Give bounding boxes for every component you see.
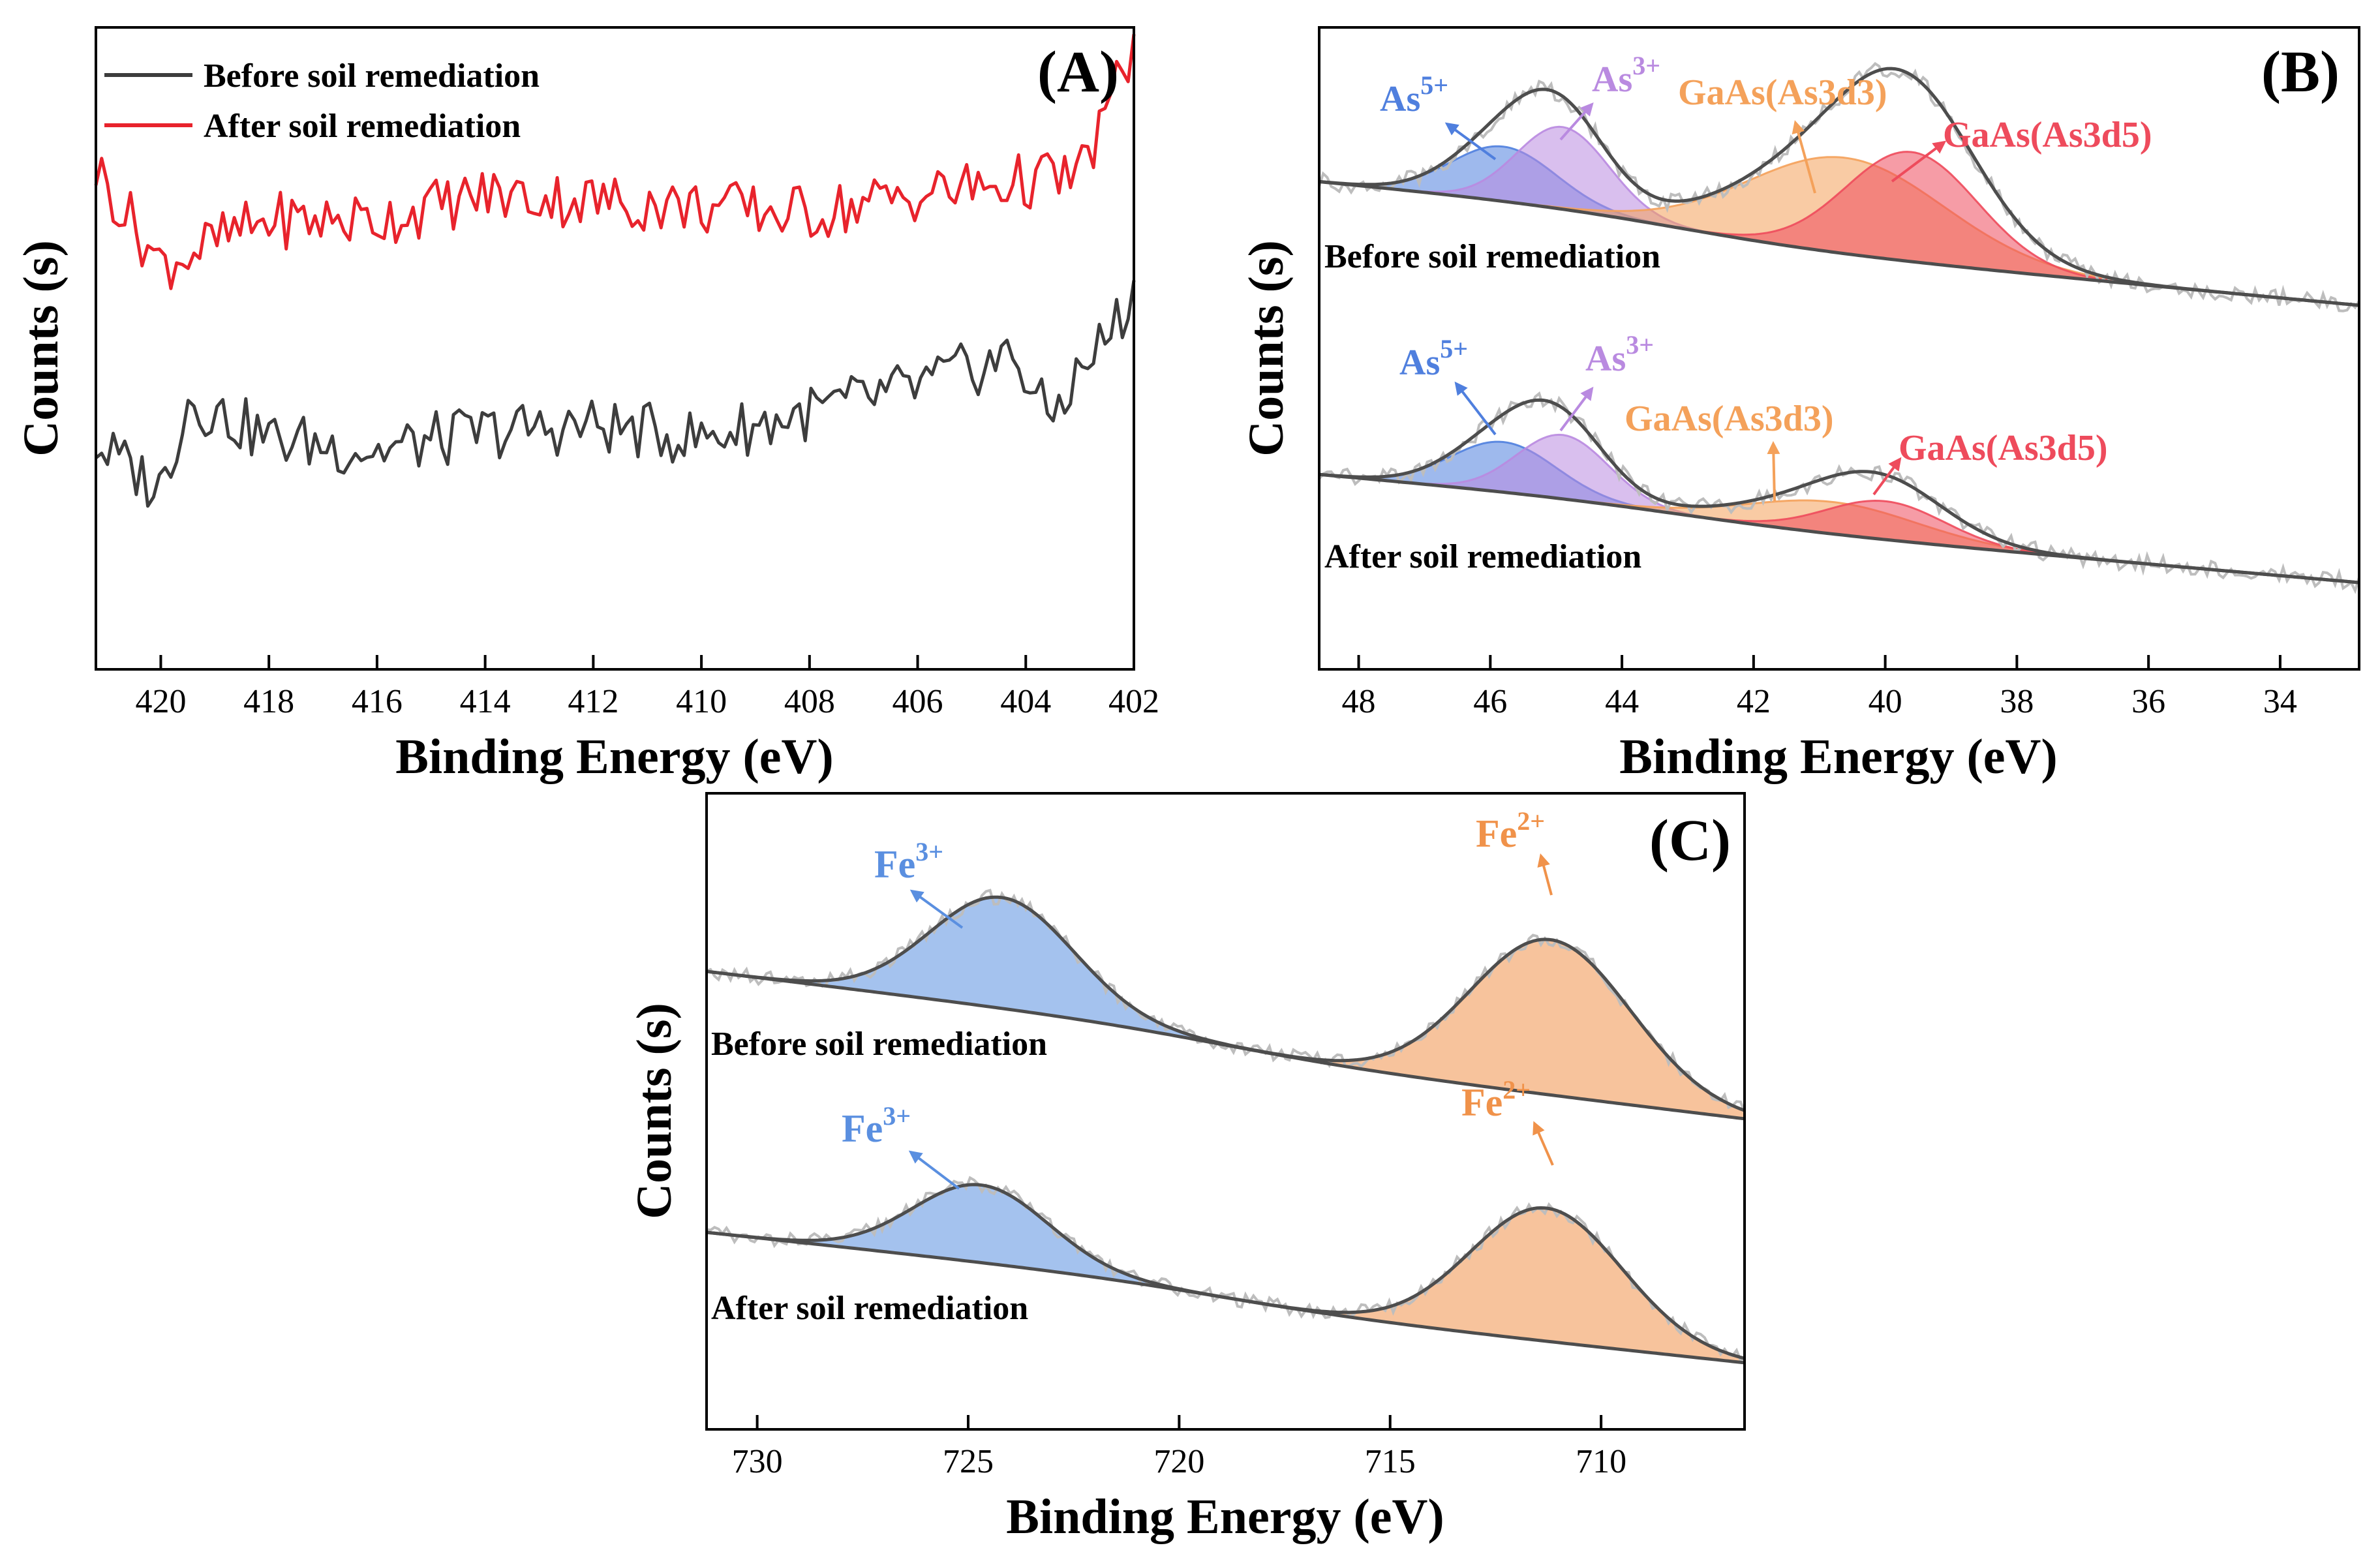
panel-b-frame bbox=[1318, 26, 2360, 671]
panel-a-x-ticks: 420 418 416 414 412 410 408 406 404 402 bbox=[135, 655, 1159, 720]
arrow-as3-before bbox=[1559, 102, 1594, 141]
arrow-as3-after bbox=[1559, 386, 1594, 432]
panel-b-sample-before: Before soil remediation bbox=[1324, 238, 1660, 275]
panel-c-label: (C) bbox=[1649, 808, 1731, 873]
panel-a-xlabel: Binding Energy (eV) bbox=[395, 729, 833, 784]
panel-b-x-ticks: 48 46 44 42 40 38 36 34 bbox=[1342, 655, 2297, 720]
panel-b-ylabel: Counts (s) bbox=[1239, 240, 1294, 457]
label-as5-after: As5+ bbox=[1399, 334, 1468, 383]
panel-c-sample-before: Before soil remediation bbox=[711, 1026, 1047, 1063]
panel-b-x-tick-label-4: 40 bbox=[1869, 683, 1902, 720]
panel-c-peak-labels: Fe3+ Fe2+ Fe3+ Fe2+ bbox=[842, 806, 1554, 1190]
label-as5-before: As5+ bbox=[1380, 70, 1448, 119]
panel-b-x-tick-label-2: 44 bbox=[1605, 683, 1639, 720]
panel-a-legend: Before soil remediation After soil remed… bbox=[104, 57, 540, 145]
panel-c-x-tick-label-4: 710 bbox=[1576, 1443, 1626, 1480]
panel-c: 730 725 720 715 710 (C) Binding Energy (eV) … bbox=[627, 792, 1746, 1544]
panel-a-x-tick-label-3: 414 bbox=[460, 683, 511, 720]
label-fe3-before: Fe3+ bbox=[874, 837, 943, 886]
label-fe3-after: Fe3+ bbox=[842, 1101, 911, 1150]
panel-a-plot-area bbox=[94, 34, 1136, 508]
panel-a-x-tick-label-4: 412 bbox=[568, 683, 618, 720]
panel-c-ylabel: Counts (s) bbox=[627, 1003, 682, 1219]
panel-c-s1-envelope bbox=[706, 1183, 1745, 1360]
arrow-fe2-before bbox=[1537, 853, 1553, 896]
arrow-fe2-after bbox=[1533, 1121, 1554, 1166]
arrow-fe3-after bbox=[908, 1150, 960, 1190]
panel-a: 420 418 416 414 412 410 408 406 404 402 (A) Bindi… bbox=[14, 26, 1159, 784]
arrow-as3d3-after bbox=[1767, 441, 1780, 502]
panel-a-x-tick-label-2: 416 bbox=[352, 683, 403, 720]
panel-a-x-tick-label-8: 404 bbox=[1000, 683, 1051, 720]
panel-c-x-tick-label-3: 715 bbox=[1365, 1443, 1416, 1480]
panel-c-x-tick-label-2: 720 bbox=[1153, 1443, 1204, 1480]
series-before-line bbox=[95, 280, 1136, 508]
panel-b-x-tick-label-7: 34 bbox=[2263, 683, 2297, 720]
label-as3d3-before: GaAs(As3d3) bbox=[1678, 72, 1887, 113]
panel-b-x-tick-label-0: 48 bbox=[1342, 683, 1376, 720]
arrow-as5-before bbox=[1444, 122, 1497, 160]
series-after-line bbox=[94, 34, 1136, 290]
arrow-as3d5-before bbox=[1891, 140, 1947, 183]
panel-b: 48 46 44 42 40 38 36 34 (B) Binding Energy (eV)… bbox=[1239, 26, 2360, 784]
arrow-as3d5-after bbox=[1872, 457, 1902, 496]
label-fe2-before: Fe2+ bbox=[1476, 806, 1545, 855]
arrow-as3d3-before bbox=[1792, 120, 1816, 194]
legend-label-before: Before soil remediation bbox=[204, 57, 540, 95]
panel-a-x-tick-label-7: 406 bbox=[892, 683, 943, 720]
panel-b-s0-raw bbox=[1318, 62, 2360, 312]
panel-c-x-tick-label-1: 725 bbox=[943, 1443, 994, 1480]
label-as3-before: As3+ bbox=[1592, 51, 1660, 100]
panel-b-plot-area bbox=[1318, 62, 2360, 594]
panel-c-x-ticks: 730 725 720 715 710 bbox=[732, 1415, 1626, 1480]
panel-a-x-tick-label-9: 402 bbox=[1108, 683, 1159, 720]
panel-c-xlabel: Binding Energy (eV) bbox=[1006, 1489, 1444, 1544]
panel-c-x-tick-label-0: 730 bbox=[732, 1443, 783, 1480]
panel-c-plot-area bbox=[705, 889, 1746, 1365]
panel-b-xlabel: Binding Energy (eV) bbox=[1619, 729, 2057, 784]
panel-b-s0-envelope bbox=[1319, 67, 2360, 307]
panel-c-sample-after: After soil remediation bbox=[711, 1290, 1028, 1327]
panel-a-frame bbox=[95, 26, 1135, 671]
panel-c-frame bbox=[705, 792, 1746, 1431]
panel-b-peak-labels-before: As5+ As3+ GaAs(As3d3) GaAs(As3d5) bbox=[1380, 51, 2152, 194]
label-as3d3-after: GaAs(As3d3) bbox=[1625, 399, 1833, 439]
panel-c-s0-envelope bbox=[706, 895, 1745, 1112]
panel-a-x-tick-label-0: 420 bbox=[135, 683, 186, 720]
panel-a-label: (A) bbox=[1037, 40, 1119, 104]
panel-b-x-tick-label-1: 46 bbox=[1473, 683, 1507, 720]
panel-b-s1-envelope bbox=[1319, 398, 2360, 585]
panel-b-x-tick-label-3: 42 bbox=[1737, 683, 1771, 720]
label-as3d5-after: GaAs(As3d5) bbox=[1899, 428, 2107, 468]
label-as3-after: As3+ bbox=[1585, 330, 1654, 379]
label-fe2-after: Fe2+ bbox=[1461, 1075, 1531, 1124]
arrow-fe3-before bbox=[909, 889, 964, 929]
arrow-as5-after bbox=[1454, 381, 1497, 436]
panel-a-ylabel: Counts (s) bbox=[14, 240, 69, 457]
panel-a-x-tick-label-1: 418 bbox=[243, 683, 294, 720]
label-as3d5-before: GaAs(As3d5) bbox=[1943, 115, 2152, 155]
legend-label-after: After soil remediation bbox=[204, 108, 521, 145]
panel-b-sample-after: After soil remediation bbox=[1324, 538, 1641, 575]
panel-a-x-tick-label-5: 410 bbox=[676, 683, 727, 720]
panel-b-peak-labels-after: As5+ As3+ GaAs(As3d3) GaAs(As3d5) bbox=[1399, 330, 2107, 502]
panel-b-label: (B) bbox=[2261, 40, 2340, 104]
panel-b-x-tick-label-5: 38 bbox=[2000, 683, 2034, 720]
panel-a-x-tick-label-6: 408 bbox=[784, 683, 835, 720]
panel-b-x-tick-label-6: 36 bbox=[2131, 683, 2165, 720]
panel-c-s1-raw bbox=[706, 1176, 1745, 1362]
